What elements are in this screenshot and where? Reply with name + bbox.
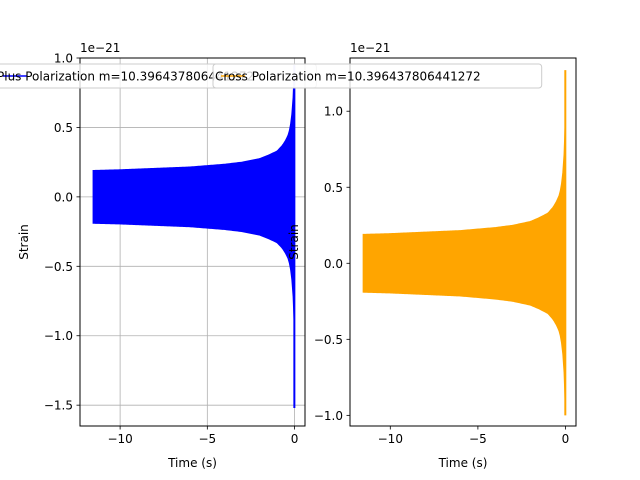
y-tick-label: −0.5: [314, 333, 343, 347]
x-axis-label-plus: Time (s): [167, 456, 217, 470]
y-offset-text-cross: 1e−21: [350, 41, 390, 55]
y-tick-label: −1.0: [44, 329, 73, 343]
y-tick-label: −1.0: [314, 409, 343, 423]
x-tick-label: −10: [378, 432, 403, 446]
axes-frame-cross: [349, 57, 577, 427]
y-axis-label-cross: Strain: [287, 224, 301, 260]
subplot-cross: −10 −5 0 −1.0 −0.5 0.0 0.5 1.0 1e−21 Time (s) S…: [212, 41, 577, 470]
cross-waveform: [362, 70, 567, 416]
y-tick-label: −1.5: [44, 399, 73, 413]
x-tick-label: 0: [291, 432, 299, 446]
x-tick-label: 0: [562, 432, 570, 446]
y-axis-label-plus: Strain: [17, 224, 31, 260]
y-tick-label: 1.0: [324, 105, 343, 119]
y-tick-label: 0.0: [54, 190, 73, 204]
y-tick-label: 0.0: [324, 257, 343, 271]
x-tick-label: −5: [198, 432, 216, 446]
x-axis-label-cross: Time (s): [438, 456, 488, 470]
ticks-cross: −10 −5 0 −1.0 −0.5 0.0 0.5 1.0: [314, 105, 569, 446]
legend-label-cross: Cross Polarization m=10.396437806441272: [215, 70, 481, 84]
y-tick-label: 1.0: [54, 52, 73, 66]
legend-box-cross: [212, 63, 543, 89]
legend-label-plus: Plus Polarization m=10.396437806441272: [0, 70, 254, 84]
y-tick-label: −0.5: [44, 260, 73, 274]
x-tick-label: −10: [107, 432, 132, 446]
legend-cross: Cross Polarization m=10.396437806441272: [212, 63, 543, 89]
ticks-plus: −10 −5 0 −1.5 −1.0 −0.5 0.0 0.5 1.0: [44, 52, 298, 447]
y-tick-label: 0.5: [54, 121, 73, 135]
y-tick-label: 0.5: [324, 181, 343, 195]
plus-waveform: [92, 64, 296, 408]
axes-frame-plus: [79, 57, 306, 427]
x-tick-label: −5: [469, 432, 487, 446]
y-offset-text-plus: 1e−21: [80, 41, 120, 55]
